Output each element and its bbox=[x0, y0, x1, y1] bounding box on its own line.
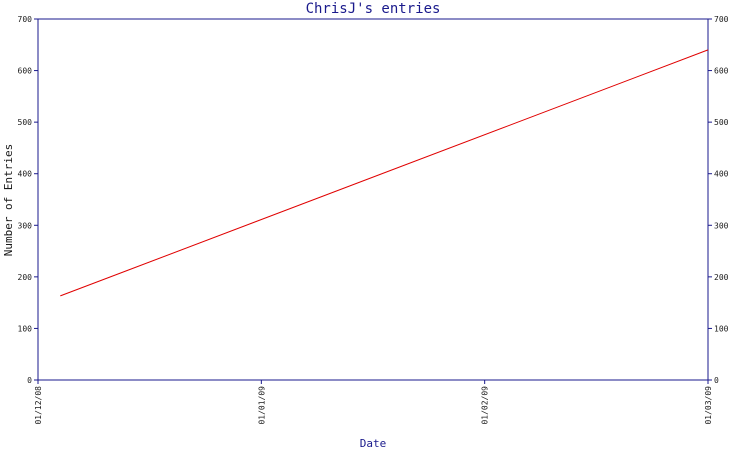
x-tick-label: 01/03/09 bbox=[704, 386, 713, 425]
y-tick-label-right: 200 bbox=[714, 273, 729, 282]
chart-title: ChrisJ's entries bbox=[306, 1, 441, 17]
y-tick-label-right: 600 bbox=[714, 67, 729, 76]
y-tick-label-right: 500 bbox=[714, 118, 729, 127]
y-tick-label-left: 600 bbox=[18, 67, 33, 76]
y-tick-label-left: 400 bbox=[18, 170, 33, 179]
x-axis-label: Date bbox=[360, 437, 387, 450]
y-tick-label-right: 300 bbox=[714, 221, 729, 230]
y-tick-label-right: 100 bbox=[714, 324, 729, 333]
x-tick-label: 01/02/09 bbox=[481, 386, 490, 425]
y-tick-label-left: 500 bbox=[18, 118, 33, 127]
y-tick-label-left: 100 bbox=[18, 324, 33, 333]
y-tick-label-right: 0 bbox=[714, 376, 719, 385]
y-axis-label: Number of Entries bbox=[2, 144, 15, 257]
y-tick-label-left: 300 bbox=[18, 221, 33, 230]
axis-ticks: 0 0 100 100 200 200 300 300 400 400 500 500 600 600 70… bbox=[18, 15, 729, 425]
y-tick-label-left: 700 bbox=[18, 15, 33, 24]
y-tick-label-right: 700 bbox=[714, 15, 729, 24]
y-tick-label-left: 0 bbox=[27, 376, 32, 385]
x-tick-label: 01/12/08 bbox=[34, 386, 43, 425]
series-layer bbox=[60, 49, 709, 297]
plot-frame bbox=[37, 18, 709, 381]
y-tick-label-left: 200 bbox=[18, 273, 33, 282]
y-tick-label-right: 400 bbox=[714, 170, 729, 179]
x-tick-label: 01/01/09 bbox=[257, 386, 266, 425]
series-line bbox=[60, 49, 709, 297]
